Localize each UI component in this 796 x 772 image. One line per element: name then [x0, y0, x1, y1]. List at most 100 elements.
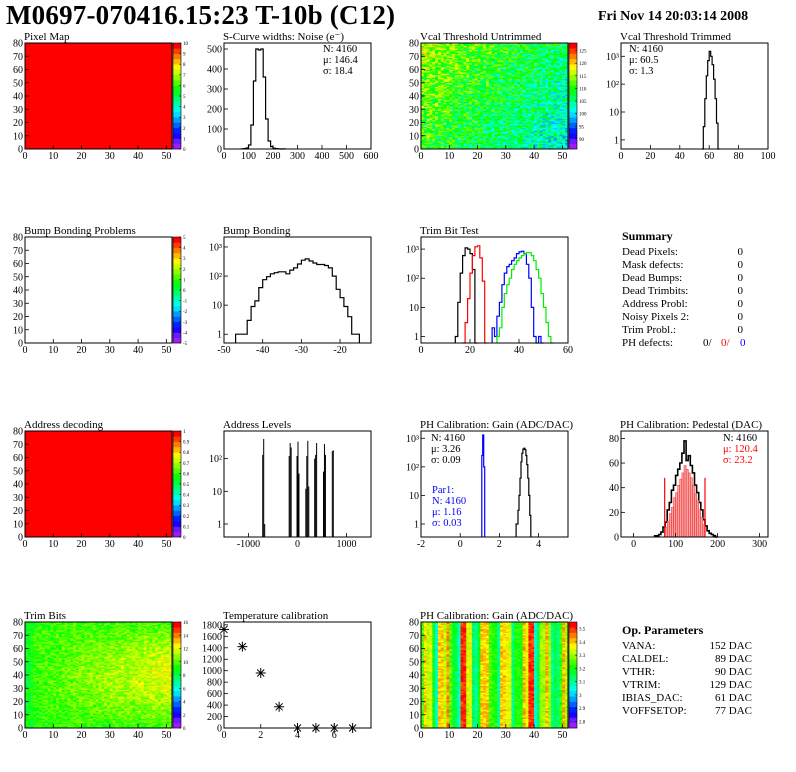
heatmap-cell	[508, 97, 512, 99]
heatmap-cell	[41, 722, 46, 725]
heatmap-cell	[556, 60, 560, 62]
heatmap-cell	[78, 726, 82, 729]
heatmap-cell	[41, 720, 46, 722]
heatmap-cell	[539, 56, 543, 58]
heatmap-cell	[528, 126, 532, 129]
heatmap-cell	[556, 130, 560, 133]
heatmap-cell	[443, 139, 447, 142]
heatmap-cell	[163, 724, 167, 726]
heatmap-cell	[440, 66, 444, 69]
heatmap-cell	[497, 57, 501, 60]
heatmap-cell	[435, 118, 439, 121]
heatmap-cell	[522, 143, 526, 146]
heatmap-cell	[471, 107, 476, 110]
heatmap-cell	[460, 123, 464, 126]
heatmap-cell	[528, 106, 532, 109]
heatmap-cell	[429, 89, 433, 92]
heatmap-cell	[437, 44, 442, 46]
heatmap-cell	[534, 97, 538, 99]
heatmap-cell	[449, 44, 453, 46]
heatmap-cell	[41, 726, 46, 729]
heatmap-cell	[460, 115, 464, 118]
heatmap-cell	[432, 96, 436, 98]
heatmap-cell	[519, 105, 524, 107]
heatmap-cell	[432, 115, 436, 118]
heatmap-cell	[435, 89, 439, 92]
page-title: M0697-070416.15:23 T-10b (C12)	[6, 0, 396, 30]
heatmap-cell	[457, 96, 461, 98]
heatmap-cell	[421, 106, 425, 109]
heatmap-cell	[545, 58, 549, 61]
heatmap-cell	[502, 96, 507, 98]
heatmap-cell	[115, 725, 119, 727]
heatmap-cell	[486, 98, 490, 101]
heatmap-cell	[70, 721, 74, 724]
heatmap-cell	[437, 134, 442, 137]
color-scale-label: 6	[183, 84, 186, 89]
heatmap-cell	[460, 70, 464, 73]
heatmap-cell	[126, 726, 130, 729]
heatmap-cell	[449, 69, 453, 72]
heatmap-cell	[514, 90, 518, 93]
heatmap-cell	[548, 62, 552, 65]
heatmap-cell	[494, 107, 498, 110]
heatmap-cell	[443, 56, 447, 58]
heatmap-cell	[539, 70, 543, 73]
heatmap-cell	[508, 70, 512, 73]
heatmap-cell	[488, 138, 492, 141]
heatmap-cell	[75, 721, 80, 724]
heatmap-cell	[449, 117, 453, 119]
heatmap-cell	[531, 96, 535, 98]
heatmap-cell	[488, 77, 492, 80]
heatmap-cell	[437, 99, 442, 102]
heatmap-cell	[449, 77, 453, 80]
heatmap-cell	[500, 131, 504, 134]
heatmap-cell	[542, 97, 546, 99]
heatmap-cell	[548, 125, 552, 127]
heatmap-cell	[432, 46, 436, 49]
heatmap-cell	[491, 105, 495, 107]
heatmap-cell	[474, 50, 478, 53]
heatmap-cell	[469, 137, 473, 139]
y-tick-label: 10	[609, 108, 619, 119]
heatmap-cell	[559, 80, 563, 82]
heatmap-cell	[460, 52, 464, 54]
heatmap-cell	[132, 721, 136, 724]
heatmap-cell	[87, 720, 91, 722]
heatmap-cell	[525, 141, 529, 143]
heatmap-cell	[551, 125, 555, 127]
heatmap-cell	[423, 66, 427, 69]
heatmap-cell	[534, 119, 538, 122]
heatmap-cell	[486, 86, 490, 89]
heatmap-cell	[423, 48, 427, 50]
stats-line: σ: 1.3	[629, 66, 653, 77]
heatmap-cell	[50, 721, 54, 724]
heatmap-cell	[525, 85, 529, 88]
heatmap-cell	[519, 127, 524, 130]
heatmap-cell	[494, 74, 498, 77]
heatmap-cell	[27, 725, 31, 727]
heatmap-cell	[502, 89, 507, 92]
heatmap-cell	[539, 80, 543, 82]
heatmap-cell	[528, 64, 532, 66]
heatmap-cell	[536, 93, 541, 95]
heatmap-cell	[528, 113, 532, 115]
heatmap-cell	[429, 96, 433, 98]
heatmap-cell	[143, 721, 147, 724]
heatmap-cell	[440, 121, 444, 123]
heatmap-cell	[502, 46, 507, 49]
heatmap-cell	[545, 96, 549, 98]
heatmap-cell	[426, 43, 430, 45]
heatmap-cell	[469, 141, 473, 143]
heatmap-cell	[511, 101, 515, 103]
heatmap-cell	[497, 138, 501, 141]
heatmap-cell	[539, 88, 543, 90]
heatmap-cell	[517, 142, 521, 145]
heatmap-cell	[562, 103, 566, 106]
heatmap-cell	[449, 105, 453, 107]
heatmap-cell	[477, 96, 481, 98]
heatmap-cell	[562, 115, 566, 118]
heatmap-cell	[514, 56, 518, 58]
heatmap-cell	[491, 114, 495, 117]
heatmap-cell	[500, 78, 504, 81]
